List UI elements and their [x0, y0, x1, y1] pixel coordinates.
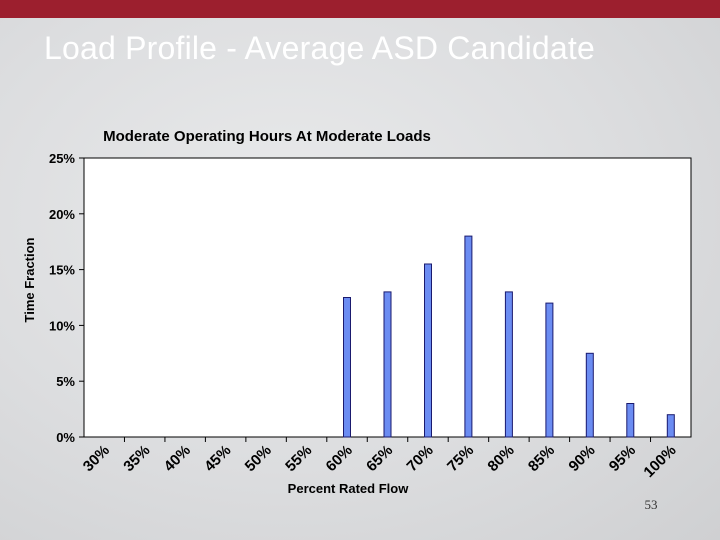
top-accent-bar — [0, 0, 720, 18]
x-tick-label: 35% — [120, 442, 153, 475]
y-tick-label: 5% — [56, 374, 75, 389]
x-axis: 30% 35% 40% 45% 50% 55% 60% 65% 70% 75% 80% 85% 90% 9… — [80, 437, 680, 481]
bar — [504, 291, 513, 438]
slide-title: Load Profile - Average ASD Candidate — [44, 30, 595, 66]
y-tick-label: 20% — [49, 207, 75, 222]
y-axis: 0% 5% 10% 15% 20% 25% — [49, 151, 84, 445]
x-tick-label: 65% — [363, 442, 396, 475]
x-tick-label: 30% — [80, 442, 113, 475]
y-tick-label: 0% — [56, 430, 75, 445]
bar — [343, 297, 351, 438]
bars — [343, 235, 675, 438]
bar — [585, 352, 594, 438]
chart-title: Moderate Operating Hours At Moderate Loa… — [103, 128, 431, 145]
y-tick-label: 15% — [49, 263, 75, 278]
bar — [545, 302, 554, 438]
x-tick-label: 80% — [484, 442, 517, 475]
page-number: 53 — [644, 497, 658, 512]
x-tick-label: 60% — [323, 442, 356, 475]
x-tick-label: 55% — [282, 442, 315, 475]
bar — [666, 414, 675, 438]
x-axis-label: Percent Rated Flow — [288, 481, 410, 496]
x-tick-label: 85% — [525, 442, 558, 475]
y-tick-label: 25% — [49, 151, 75, 166]
x-tick-label: 50% — [242, 442, 275, 475]
x-tick-label: 95% — [606, 442, 639, 475]
y-axis-label: Time Fraction — [22, 237, 37, 322]
bar — [626, 403, 635, 438]
y-tick-label: 10% — [49, 318, 75, 333]
x-tick-label: 45% — [201, 442, 234, 475]
bar — [464, 235, 473, 438]
bar — [383, 291, 392, 438]
x-tick-label: 70% — [404, 442, 437, 475]
x-tick-label: 90% — [565, 442, 598, 475]
x-tick-label: 40% — [161, 442, 194, 475]
x-tick-label: 100% — [640, 442, 679, 481]
x-tick-label: 75% — [444, 442, 477, 475]
bar — [424, 263, 432, 438]
